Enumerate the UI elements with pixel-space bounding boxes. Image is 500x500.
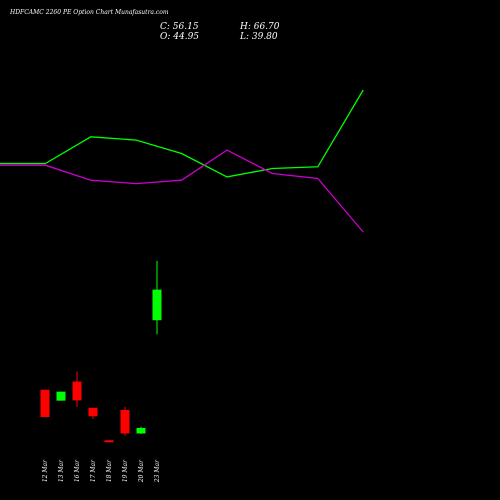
high-value: H: 66.70 [240, 22, 280, 32]
date-label: 18 Mar [106, 459, 113, 482]
candle [40, 389, 50, 418]
candle-body [56, 391, 66, 401]
candle [104, 440, 114, 443]
low-value: L: 39.80 [240, 32, 278, 42]
candle-body [40, 389, 50, 418]
date-label: 19 Mar [122, 459, 129, 482]
candle [72, 371, 82, 407]
date-label: 12 Mar [42, 459, 49, 482]
close-value: C: 56.15 [160, 22, 199, 32]
candle [56, 391, 66, 401]
candle-body [72, 381, 82, 401]
date-label: 23 Mar [154, 459, 161, 483]
candle [136, 426, 146, 434]
candle [88, 407, 98, 419]
date-labels: 12 Mar 13 Mar 16 Mar 17 Mar 18 Mar 19 Mar 20 M… [42, 459, 161, 483]
candle-body [136, 427, 146, 434]
candle [152, 260, 162, 335]
date-label: 20 Mar [138, 459, 145, 483]
candles [40, 260, 162, 443]
open-value: O: 44.95 [160, 32, 200, 42]
candle-body [120, 409, 130, 434]
date-label: 17 Mar [90, 459, 97, 482]
date-label: 13 Mar [58, 459, 65, 482]
candle-body [152, 289, 162, 321]
date-label: 16 Mar [74, 459, 81, 482]
indicator-line-magenta [0, 149, 364, 233]
chart-title: HDFCAMC 2260 PE Option Chart Munafasutra… [10, 9, 169, 16]
indicator-line-green [0, 89, 364, 178]
candle [120, 406, 130, 436]
candle-body [88, 407, 98, 417]
indicator-lines [0, 89, 364, 233]
candle-body [104, 440, 114, 443]
